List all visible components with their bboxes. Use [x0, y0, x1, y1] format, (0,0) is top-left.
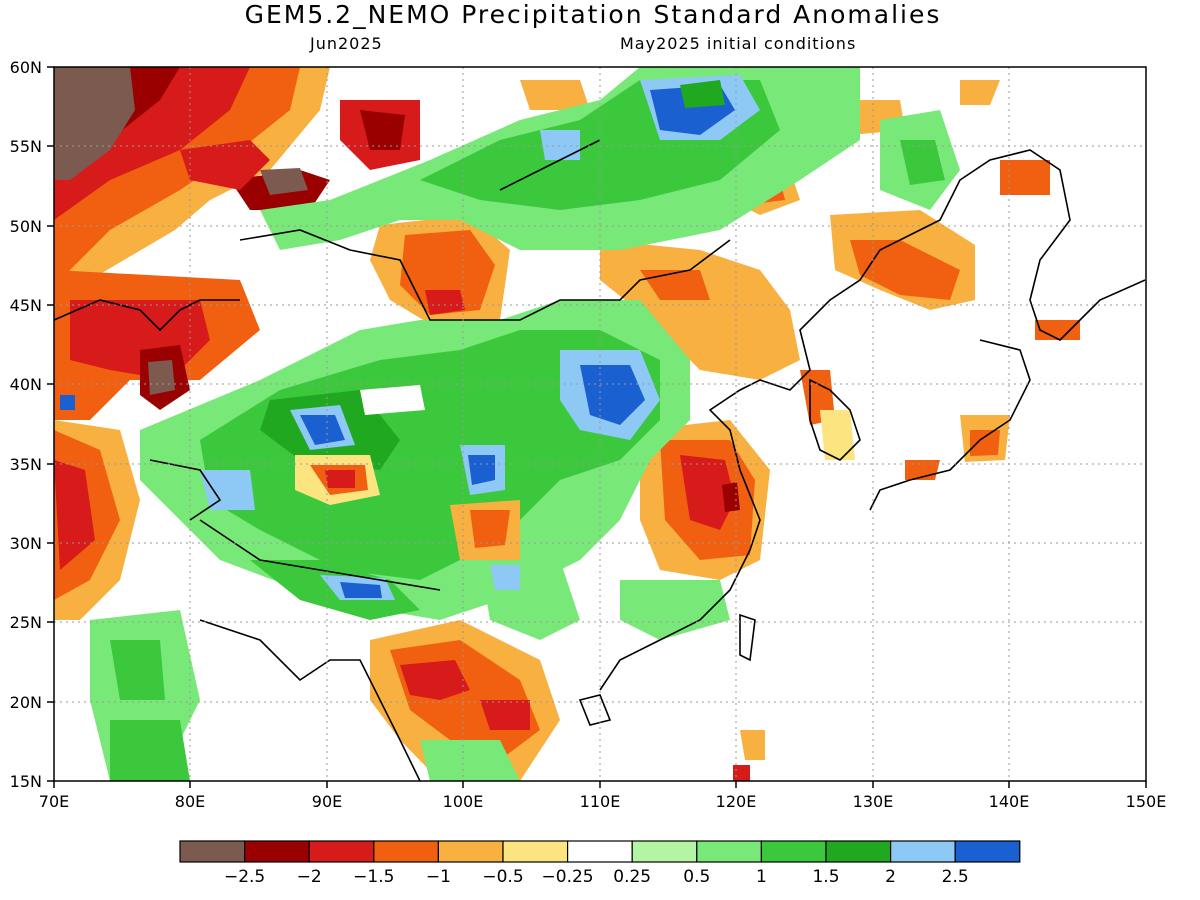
colorbar-swatch [760, 840, 827, 863]
colorbar-swatch [954, 840, 1021, 863]
lat-label: 50N [10, 217, 42, 236]
colorbar-label: 2 [885, 867, 896, 887]
lat-label: 25N [10, 613, 42, 632]
lon-label: 110E [580, 792, 621, 811]
colorbar-label: 0.25 [613, 867, 651, 887]
colorbar-swatch [373, 840, 439, 863]
colorbar-swatch [244, 840, 310, 863]
colorbar-label: −0.25 [542, 867, 594, 887]
lat-label: 30N [10, 534, 42, 553]
colorbar-label: 1.5 [812, 867, 839, 887]
colorbar-swatch [889, 840, 956, 863]
lon-label: 150E [1126, 792, 1167, 811]
colorbar-swatch [502, 840, 569, 863]
lon-label: 100E [443, 792, 484, 811]
axis-ticks [47, 66, 1147, 788]
lon-label: 130E [853, 792, 894, 811]
lat-label: 35N [10, 455, 42, 474]
valid-month-label: Jun2025 [310, 34, 383, 53]
lat-label: 20N [10, 693, 42, 712]
colorbar-label: −1 [426, 867, 451, 887]
colorbar-label: −2 [297, 867, 322, 887]
map-title: GEM5.2_NEMO Precipitation Standard Anoma… [244, 0, 942, 29]
colorbar-swatch [437, 840, 504, 863]
coastlines [54, 139, 1146, 781]
colorbar-label: −2.5 [224, 867, 265, 887]
lat-label: 15N [10, 772, 42, 791]
colorbar-swatch [631, 840, 698, 863]
colorbar-label: −1.5 [353, 867, 394, 887]
init-conditions-label: May2025 initial conditions [620, 34, 857, 53]
colorbar-label: 2.5 [942, 867, 969, 887]
colorbar-swatch [179, 840, 246, 863]
lat-label: 45N [10, 296, 42, 315]
colorbar-label: 1 [756, 867, 767, 887]
lon-label: 140E [989, 792, 1030, 811]
lon-label: 90E [312, 792, 342, 811]
lon-label: 80E [175, 792, 205, 811]
colorbar-label: 0.5 [683, 867, 710, 887]
gridlines [54, 67, 1146, 781]
anomaly-field [54, 67, 1080, 781]
colorbar-swatch [825, 840, 892, 863]
colorbar-swatch [308, 840, 375, 863]
lon-label: 120E [716, 792, 757, 811]
lon-tick-labels: 70E 80E 90E 100E 110E 120E 130E 140E 150… [39, 792, 1167, 811]
lat-tick-labels: 60N 55N 50N 45N 40N 35N 30N 25N 20N 15N [10, 58, 42, 791]
colorbar-swatch [566, 840, 633, 863]
lat-label: 40N [10, 375, 42, 394]
colorbar-label: −0.5 [482, 867, 523, 887]
lat-label: 55N [10, 137, 42, 156]
colorbar: −2.5 −2 −1.5 −1 −0.5 −0.25 0.25 0.5 1 1.5 2 2.5 [179, 840, 1021, 887]
colorbar-swatch [696, 840, 762, 863]
lat-label: 60N [10, 58, 42, 77]
lon-label: 70E [39, 792, 69, 811]
